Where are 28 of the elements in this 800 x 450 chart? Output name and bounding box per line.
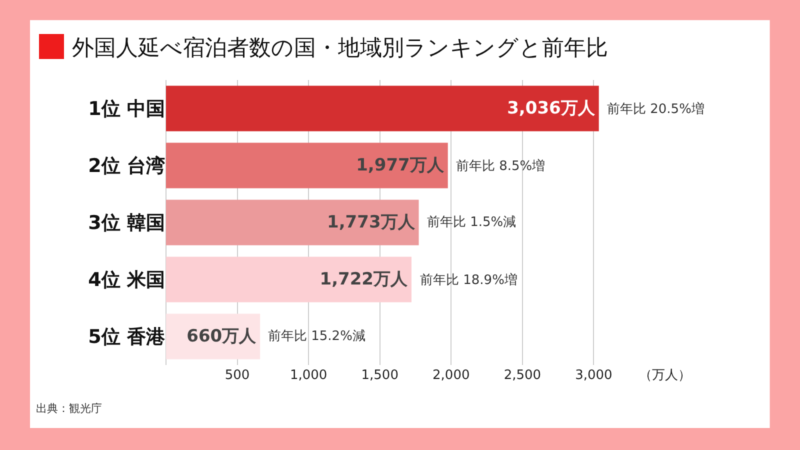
y-tick-label: 2位 台湾 — [88, 155, 165, 178]
bar — [166, 200, 419, 246]
data-label: 660万人 — [186, 326, 258, 346]
chart-title: 外国人延べ宿泊者数の国・地域別ランキングと前年比 — [72, 36, 608, 61]
x-tick-label: 2,500 — [504, 368, 542, 383]
x-tick-label: 3,000 — [575, 368, 612, 383]
bar — [166, 256, 412, 302]
x-tick-label: 500 — [224, 368, 250, 383]
x-tick-label: 1,000 — [290, 368, 328, 383]
x-tick-label: 1,500 — [361, 368, 398, 383]
y-tick-label: 1位 中国 — [88, 98, 165, 120]
annotation: 前年比 1.5%減 — [427, 215, 516, 230]
annotation: 前年比 15.2%減 — [268, 329, 366, 344]
y-tick-label: 5位 香港 — [88, 326, 166, 348]
annotation: 前年比 8.5%増 — [456, 158, 546, 174]
data-label: 3,036万人 — [507, 98, 596, 118]
data-label: 1,773万人 — [327, 212, 416, 232]
y-tick-label: 3位 韓国 — [88, 212, 165, 234]
x-tick-label: 2,000 — [432, 368, 470, 383]
annotation: 前年比 20.5%増 — [607, 101, 704, 117]
bar — [166, 86, 599, 132]
source-note: 出典：観光庁 — [36, 402, 102, 415]
annotation: 前年比 18.9%増 — [420, 272, 518, 288]
y-tick-label: 4位 米国 — [88, 269, 165, 292]
data-label: 1,722万人 — [320, 270, 409, 290]
data-label: 1,977万人 — [356, 156, 445, 176]
x-tick-label: （万人） — [639, 368, 691, 383]
bar — [166, 142, 448, 188]
